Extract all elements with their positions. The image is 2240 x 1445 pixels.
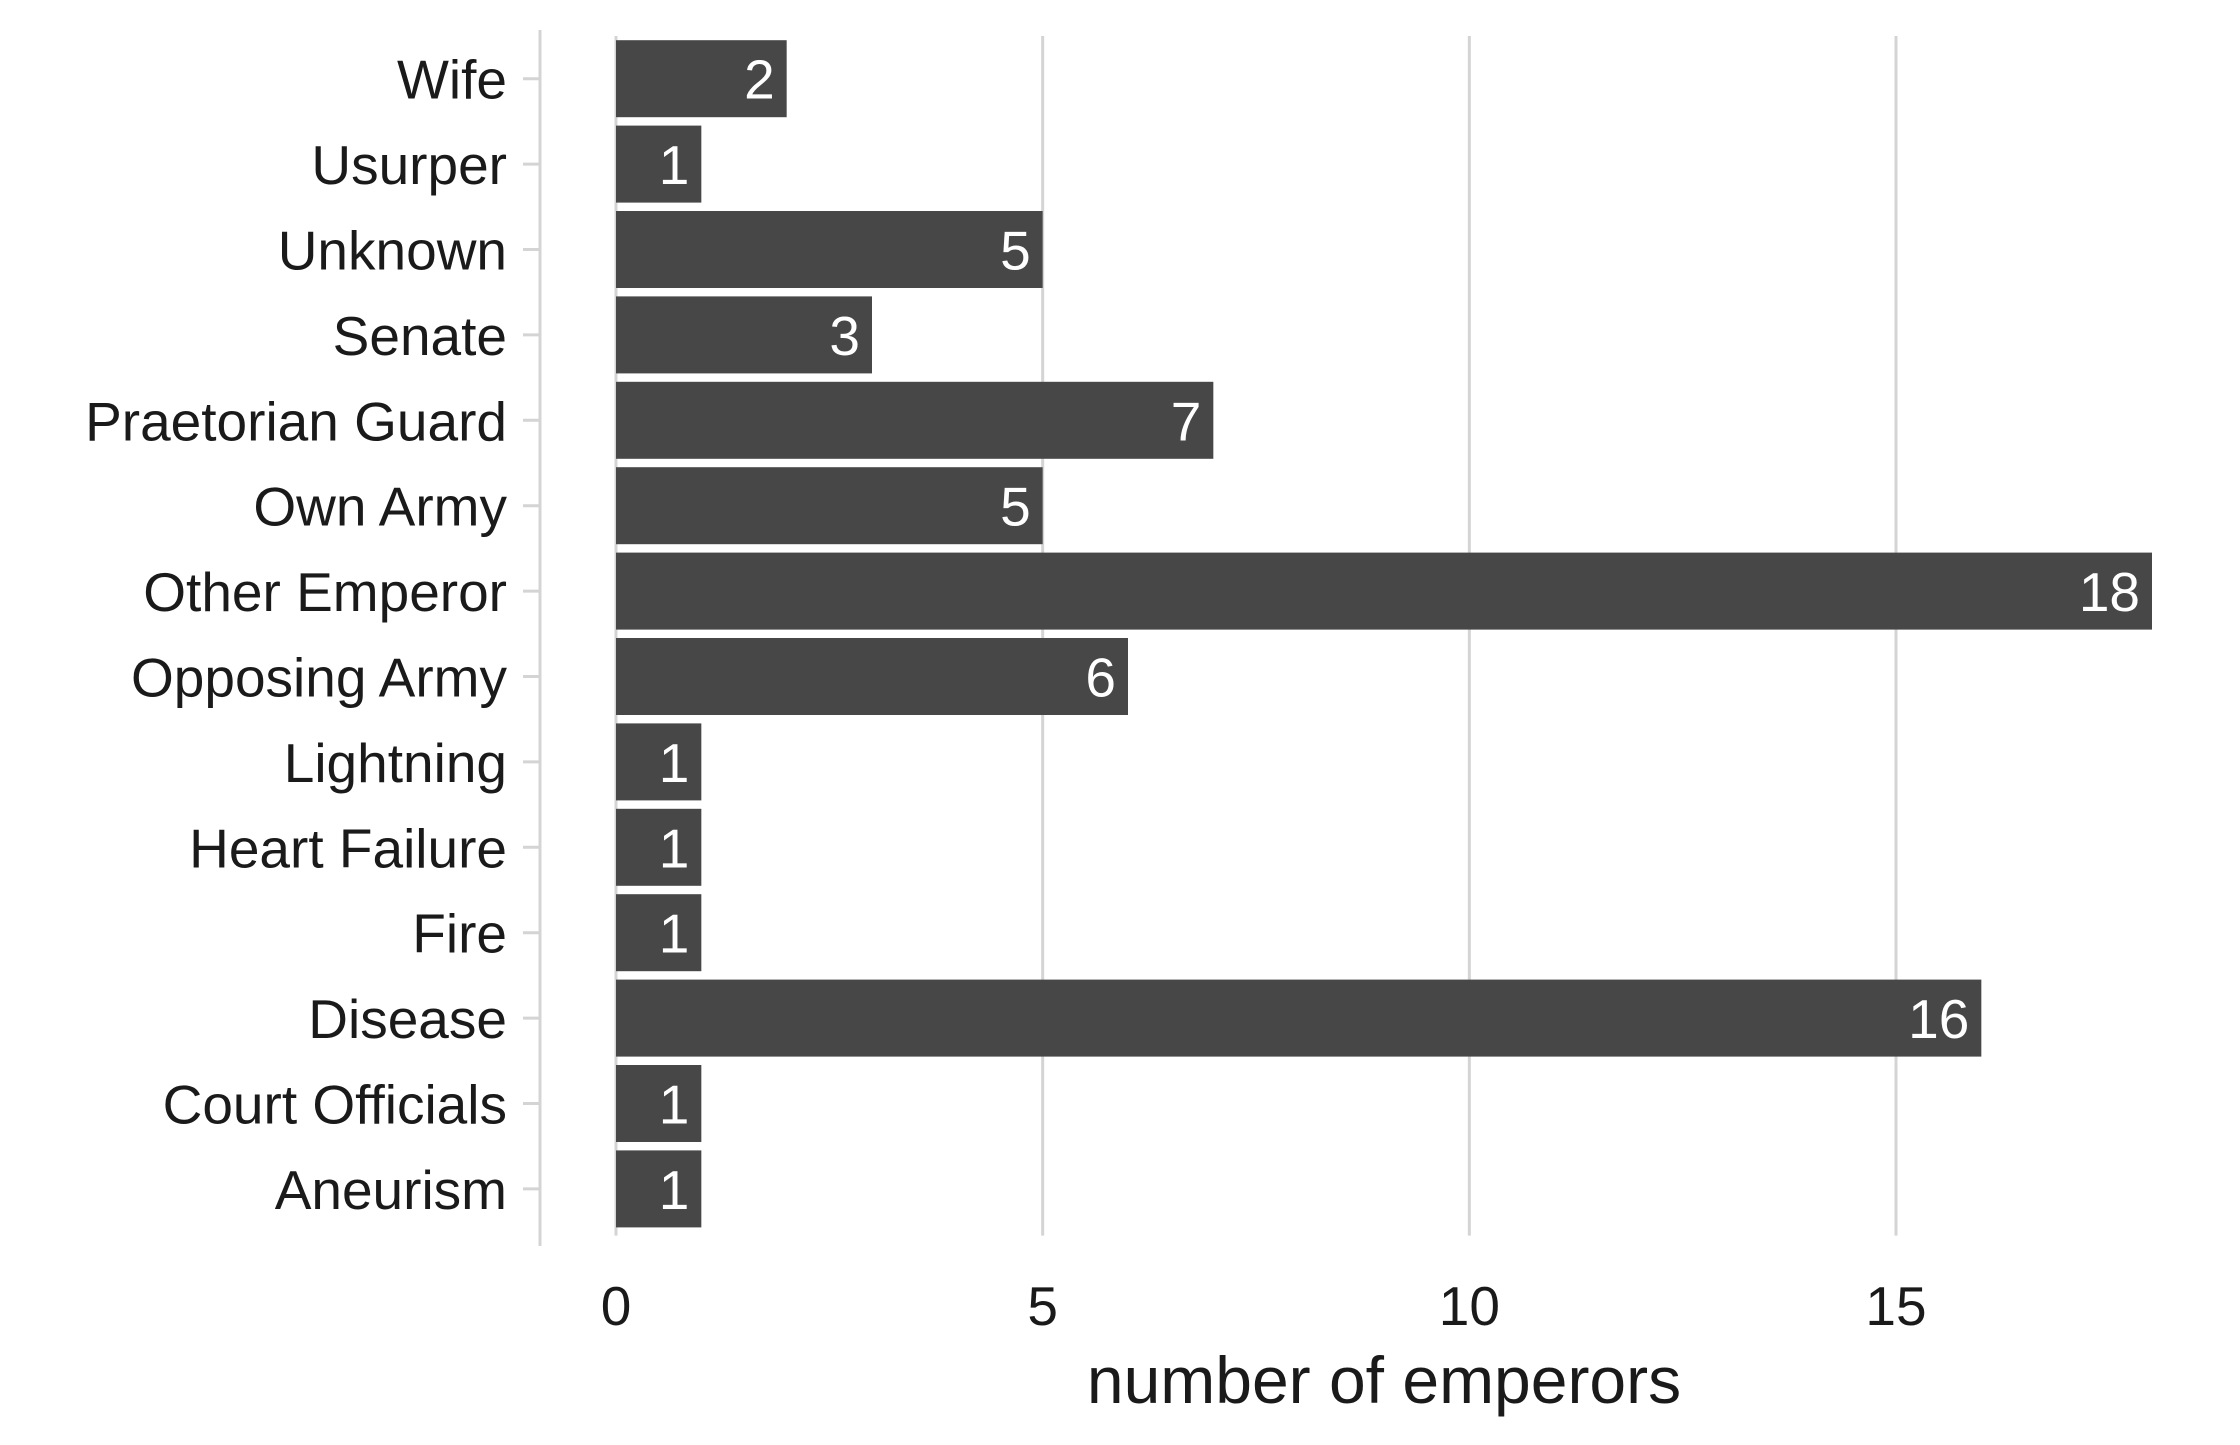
data-label-heart-failure: 1: [659, 817, 690, 879]
bar-opposing-army: [616, 638, 1128, 715]
bar-aneurism: [616, 1150, 702, 1228]
x-tick-label-15: 15: [1865, 1275, 1926, 1337]
x-tick-label-10: 10: [1439, 1275, 1500, 1337]
category-label-usurper: Usurper: [311, 134, 507, 196]
data-label-senate: 3: [829, 305, 860, 367]
x-axis-title: number of emperors: [1087, 1343, 1681, 1417]
category-label-own-army: Own Army: [253, 476, 507, 538]
bar-heart-failure: [616, 808, 702, 886]
bar-usurper: [616, 125, 702, 203]
data-label-unknown: 5: [1000, 220, 1031, 282]
category-label-fire: Fire: [412, 903, 507, 965]
bar-praetorian-guard: [616, 381, 1214, 459]
category-label-heart-failure: Heart Failure: [189, 817, 507, 879]
x-tick-labels: 0 5 10 15: [601, 1275, 1927, 1337]
x-tick-label-0: 0: [601, 1275, 632, 1337]
category-label-praetorian-guard: Praetorian Guard: [85, 390, 507, 452]
category-labels: Wife Usurper Unknown Senate Praetorian Guard…: [85, 49, 507, 1221]
category-label-disease: Disease: [308, 988, 507, 1050]
bar-fire: [616, 894, 702, 972]
y-axis: [523, 30, 542, 1246]
data-label-other-emperor: 18: [2079, 561, 2140, 623]
data-label-own-army: 5: [1000, 476, 1031, 538]
x-tick-label-5: 5: [1027, 1275, 1058, 1337]
data-label-usurper: 1: [659, 134, 690, 196]
bar-court-officials: [616, 1065, 702, 1142]
category-label-court-officials: Court Officials: [163, 1074, 507, 1136]
data-label-wife: 2: [744, 49, 775, 111]
category-label-unknown: Unknown: [278, 220, 507, 282]
bar-own-army: [616, 467, 1043, 545]
bar-senate: [616, 296, 872, 374]
category-label-aneurism: Aneurism: [275, 1159, 507, 1221]
bar-lightning: [616, 723, 702, 801]
bar-unknown: [616, 211, 1043, 288]
category-label-wife: Wife: [397, 49, 507, 111]
data-label-opposing-army: 6: [1085, 647, 1116, 709]
data-label-fire: 1: [659, 903, 690, 965]
data-label-aneurism: 1: [659, 1159, 690, 1221]
bar-disease: [616, 979, 1982, 1057]
data-label-court-officials: 1: [659, 1074, 690, 1136]
data-label-praetorian-guard: 7: [1171, 390, 1202, 452]
category-label-opposing-army: Opposing Army: [131, 647, 508, 709]
category-label-other-emperor: Other Emperor: [143, 561, 507, 623]
data-label-disease: 16: [1908, 988, 1969, 1050]
data-label-lightning: 1: [659, 732, 690, 794]
category-label-lightning: Lightning: [284, 732, 507, 794]
bar-other-emperor: [616, 552, 2152, 630]
category-label-senate: Senate: [333, 305, 507, 367]
bar-wife: [616, 40, 787, 118]
